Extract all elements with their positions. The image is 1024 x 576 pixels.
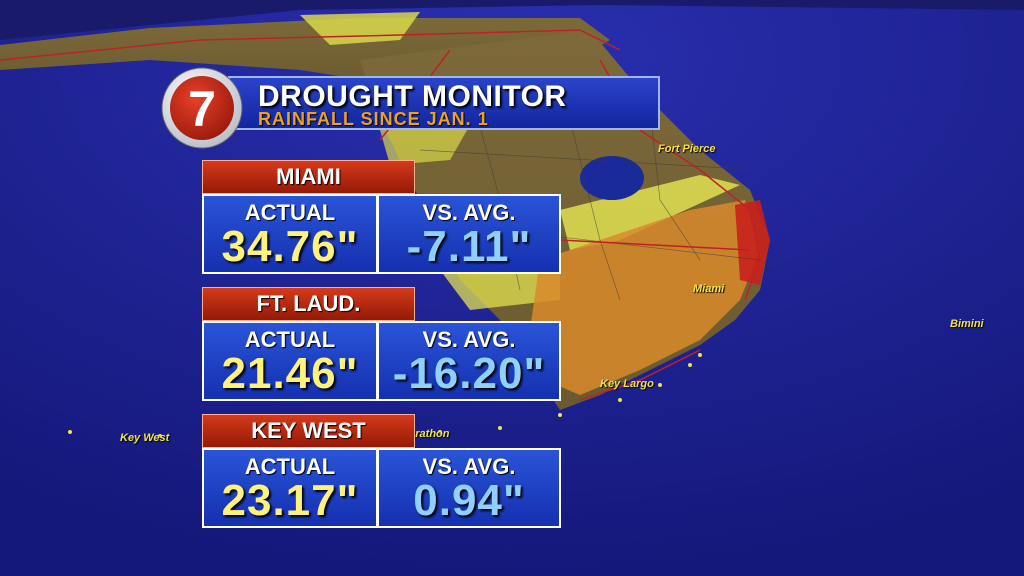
channel-7-logo: 7 [161,67,243,149]
map-label-key-largo: Key Largo [600,378,654,390]
actual-cell: ACTUAL 23.17" [202,448,378,528]
map-label-miami: Miami [693,283,725,295]
drought-yellow-band [560,175,740,250]
avg-label: VS. AVG. [422,200,516,225]
station-miami: MIAMI ACTUAL 34.76" VS. AVG. -7.11" [202,160,562,274]
page-title: DROUGHT MONITOR [258,80,567,113]
actual-label: ACTUAL [244,200,336,225]
actual-value: 23.17" [221,476,359,525]
actual-value: 21.46" [221,349,359,398]
avg-value: 0.94" [413,476,525,525]
drought-orange [530,200,760,395]
actual-cell: ACTUAL 21.46" [202,321,378,401]
actual-label: ACTUAL [244,327,336,352]
actual-label: ACTUAL [244,454,336,479]
map-label-key-west: Key West [120,432,170,444]
drought-yellow-west [380,125,470,165]
station-name: MIAMI [202,160,415,194]
actual-cell: ACTUAL 34.76" [202,194,378,274]
station-name: FT. LAUD. [202,287,415,321]
map-label-fort-pierce: Fort Pierce [658,143,716,155]
drought-red [735,200,770,285]
avg-cell: VS. AVG. -7.11" [377,194,561,274]
land-north [0,0,1024,40]
lake-okeechobee [580,156,644,200]
avg-cell: VS. AVG. 0.94" [377,448,561,528]
map-label-bimini: Bimini [950,318,984,330]
avg-value: -7.11" [406,222,532,271]
avg-label: VS. AVG. [422,327,516,352]
station-key-west: KEY WEST ACTUAL 23.17" VS. AVG. 0.94" [202,414,562,528]
avg-value: -16.20" [392,349,546,398]
avg-cell: VS. AVG. -16.20" [377,321,561,401]
logo-number: 7 [188,81,216,137]
header-banner: DROUGHT MONITOR RAINFALL SINCE JAN. 1 [228,76,660,130]
actual-value: 34.76" [221,222,359,271]
station-name: KEY WEST [202,414,415,448]
station-ft-laud: FT. LAUD. ACTUAL 21.46" VS. AVG. -16.20" [202,287,562,401]
avg-label: VS. AVG. [422,454,516,479]
page-subtitle: RAINFALL SINCE JAN. 1 [258,109,489,129]
